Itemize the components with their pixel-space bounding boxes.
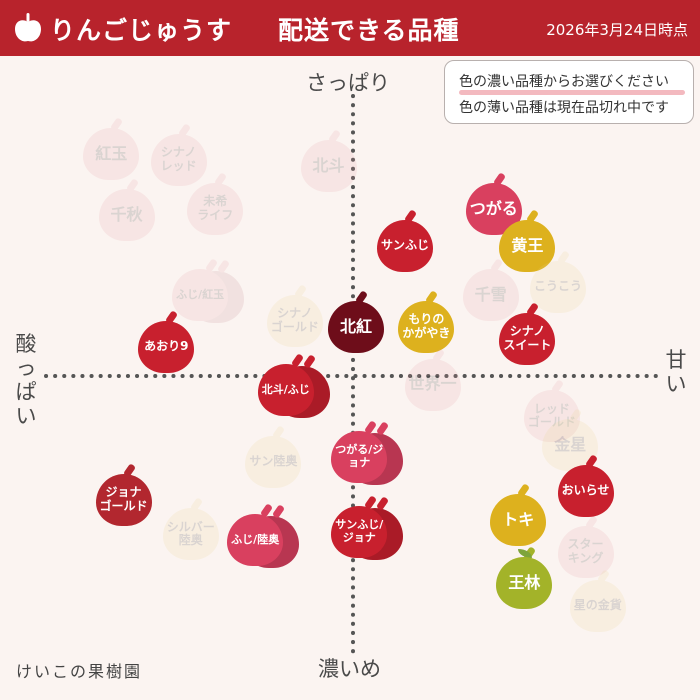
apple-variety-label: 北紅 [340, 316, 373, 336]
apple-body: ふじ/紅玉 [172, 269, 229, 322]
apple-body: サンふじ [377, 220, 434, 273]
apple-shadow-shape [188, 271, 245, 324]
apple-variety-label: つがる [469, 198, 518, 218]
apple-variety-label: 未希 ライフ [197, 194, 234, 222]
apple-variety-label: サン陸奥 [249, 454, 298, 469]
apple-body: もりの かがやき [398, 301, 455, 354]
apple-leaf-icon [518, 549, 533, 559]
apple-variety-label: 黄王 [511, 236, 544, 256]
app-title: りんごじゅうす [50, 16, 233, 45]
apple-variety-label: もりの かがやき [402, 312, 451, 341]
as-of-date: 2026年3月24日時点 [546, 21, 688, 39]
apple-variety-label: 王林 [508, 573, 541, 593]
apple-variety-label: 世界一 [408, 374, 457, 394]
legend-box: 色の濃い品種からお選びください 色の薄い品種は現在品切れ中です [444, 60, 694, 124]
axis-label-refreshing: さっぱり [306, 71, 390, 95]
apple-body: あおり9 [138, 321, 195, 374]
legend-highlight [459, 90, 685, 95]
apple-variety-label: サンふじ/ジョナ [335, 517, 384, 544]
orchard-name: けいこの果樹園 [16, 662, 143, 681]
apple-body: サンふじ/ジョナ [331, 505, 388, 558]
apple-body: 黄王 [499, 220, 556, 273]
axis-label-rich: 濃いめ [318, 657, 381, 681]
apple-body: 千雪 [462, 269, 519, 322]
apple-body: シルバー 陸奥 [162, 508, 219, 561]
apple-body: つがる/ジョナ [331, 430, 388, 483]
apple-variety-label: 北斗/ふじ [261, 383, 310, 397]
apple-body: ふじ/陸奥 [227, 514, 284, 567]
apple-body: シナノ スイート [499, 312, 556, 365]
apple-body: 世界一 [404, 358, 461, 411]
apple-variety-label: 北斗 [312, 155, 345, 175]
axis-label-sour: 酸っぱい [15, 332, 37, 428]
apple-body: レッド ゴールド [523, 390, 580, 443]
apple-variety-label: おいらせ [561, 483, 610, 498]
page-heading: 配送できる品種 [278, 16, 460, 45]
apple-variety-label: シナノ スイート [503, 323, 552, 352]
apple-variety-label: ふじ/紅玉 [176, 288, 225, 302]
apple-variety-label: 金星 [554, 434, 587, 454]
legend-available: 色の濃い品種からお選びください [459, 74, 669, 90]
axis-lines [44, 94, 658, 658]
apple-body: 北斗/ふじ [257, 364, 314, 417]
apple-variety-label: 千秋 [110, 204, 143, 224]
apple-body: 王林 [496, 557, 553, 610]
apple-variety-label: つがる/ジョナ [335, 442, 384, 469]
apple-variety-label: トキ [502, 509, 535, 529]
apple-variety-label: サンふじ [381, 238, 430, 253]
apple-variety-label: こうこう [534, 278, 583, 293]
legend-sold-out: 色の薄い品種は現在品切れ中です [459, 100, 669, 116]
apple-body: こうこう [530, 260, 587, 313]
apple-body: トキ [490, 494, 547, 546]
header-bar: りんごじゅうす 配送できる品種 2026年3月24日時点 [0, 0, 700, 56]
apple-variety-label: ジョナ ゴールド [99, 485, 148, 513]
apple-variety-label: シルバー 陸奥 [166, 519, 215, 548]
apple-variety-label: レッド ゴールド [527, 401, 576, 430]
apple-variety-label: 星の金貨 [573, 598, 622, 613]
apple-body: シナノ ゴールド [266, 295, 323, 348]
apple-body: サン陸奥 [245, 436, 302, 489]
apple-logo-icon [15, 13, 41, 42]
apple-body: ジョナ ゴールド [95, 473, 152, 526]
flavor-map: 紅玉 シナノ レッド 北斗千秋 未希 ライフふじ/紅玉シナノ ゴールドあおり9 北紅 サンふじも… [0, 56, 700, 700]
apple-body: 千秋 [98, 188, 155, 241]
apple-body: シナノ レッド [150, 134, 207, 186]
apple-body: スター キング [557, 525, 614, 578]
apple-variety-label: シナノ ゴールド [270, 306, 319, 335]
apple-body: 未希 ライフ [187, 182, 244, 235]
apple-body: 紅玉 [83, 128, 140, 181]
apple-variety-label: シナノ レッド [160, 145, 197, 173]
apple-body: おいらせ [557, 465, 614, 518]
axis-label-sweet: 甘い [665, 348, 687, 396]
apple-variety-label: スター キング [567, 536, 604, 565]
apple-variety-label: ふじ/陸奥 [231, 532, 280, 546]
apple-body: 星の金貨 [569, 580, 626, 633]
apple-variety-label: あおり9 [144, 339, 189, 354]
apple-variety-label: 千雪 [474, 285, 507, 305]
apple-variety-label: 紅玉 [95, 144, 128, 164]
apple-body: 北斗 [300, 139, 357, 192]
apple-body: 北紅 [328, 301, 385, 354]
